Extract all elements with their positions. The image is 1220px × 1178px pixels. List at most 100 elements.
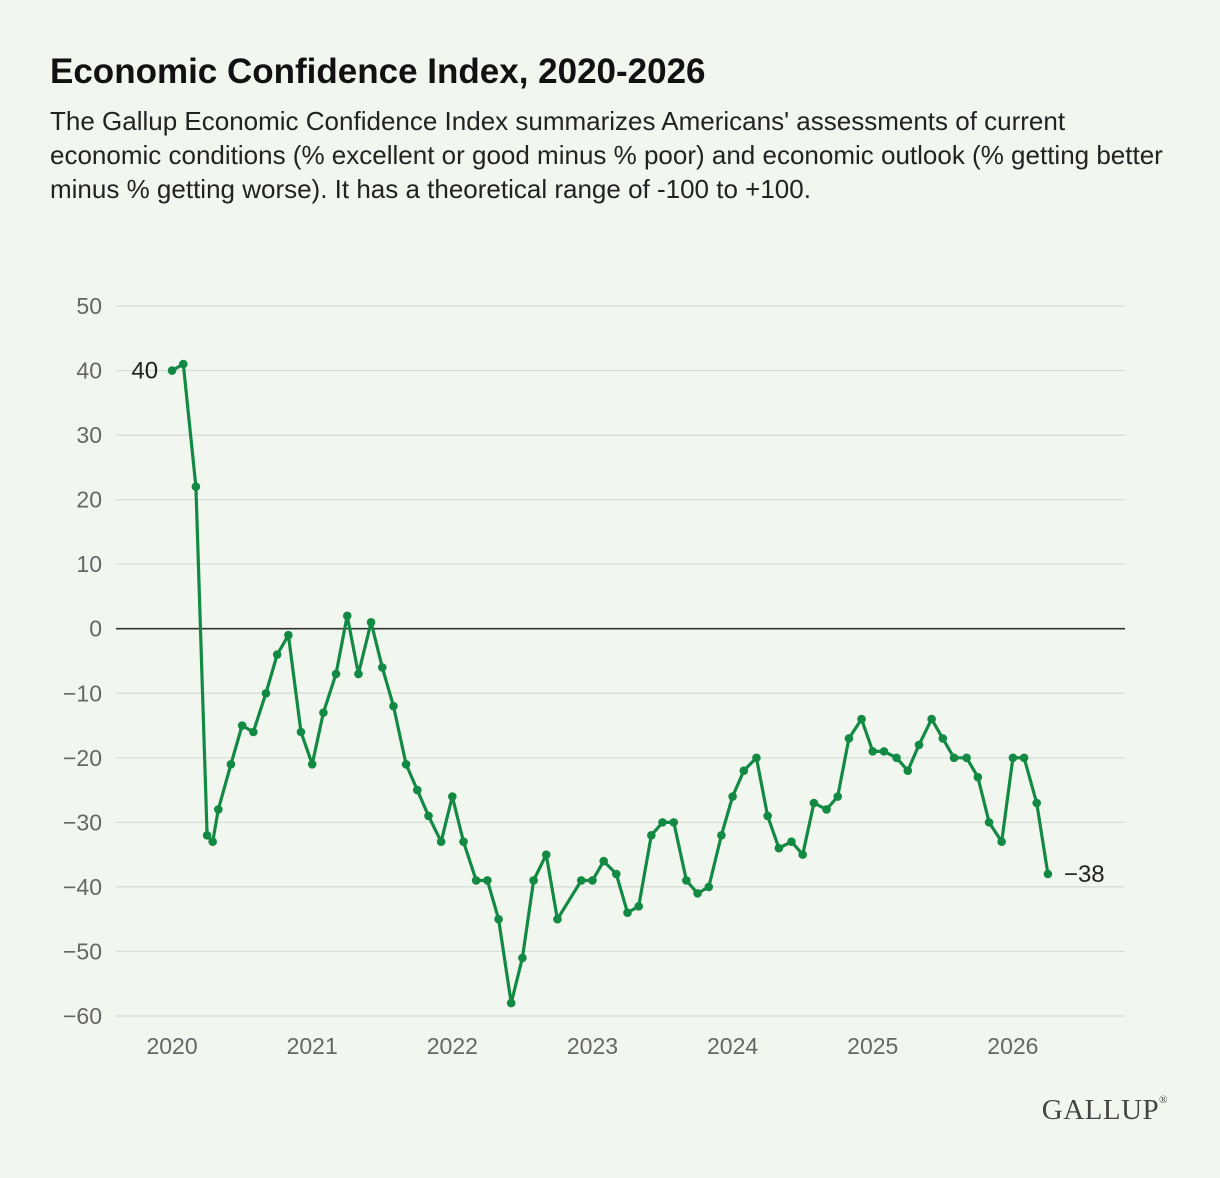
data-point xyxy=(658,818,667,827)
end-value-label: −38 xyxy=(1064,861,1105,888)
data-point xyxy=(272,650,282,659)
data-point xyxy=(576,876,586,885)
data-point xyxy=(202,830,212,840)
data-point xyxy=(903,766,913,776)
data-point xyxy=(787,837,796,847)
data-point xyxy=(448,792,457,801)
series-layer xyxy=(167,359,1053,1008)
data-point xyxy=(366,617,376,627)
data-point xyxy=(728,792,737,801)
data-point xyxy=(717,830,726,840)
data-point xyxy=(167,366,177,375)
data-point xyxy=(682,876,691,885)
data-point xyxy=(506,998,516,1008)
data-point xyxy=(226,759,236,769)
data-point xyxy=(389,701,398,711)
data-point xyxy=(774,843,784,853)
y-tick-label: −50 xyxy=(63,938,102,964)
data-point xyxy=(401,759,411,769)
data-point xyxy=(553,914,562,924)
y-tick-label: 0 xyxy=(89,616,102,642)
data-point xyxy=(471,876,481,885)
data-point xyxy=(879,747,889,756)
data-point xyxy=(208,837,217,847)
data-point xyxy=(892,753,901,763)
data-point xyxy=(191,482,201,492)
data-point xyxy=(459,837,468,847)
data-point xyxy=(494,914,503,924)
data-point xyxy=(669,818,679,827)
data-point xyxy=(319,708,328,717)
x-tick-label: 2022 xyxy=(427,1033,478,1059)
data-point xyxy=(588,876,597,885)
data-point xyxy=(214,805,223,814)
data-point xyxy=(822,805,831,814)
x-tick-label: 2020 xyxy=(146,1033,197,1059)
y-axis-ticks: 50 40 30 20 10 0 −10 −20 −30 −40 −50 −60 xyxy=(63,293,102,1029)
data-point xyxy=(249,727,258,737)
data-point xyxy=(857,714,866,724)
series-line xyxy=(170,362,1050,1005)
data-point xyxy=(541,850,551,859)
data-point xyxy=(647,830,656,840)
data-point xyxy=(1032,798,1042,808)
gallup-logo: GALLUP® xyxy=(1041,1094,1168,1126)
x-tick-label: 2021 xyxy=(287,1033,338,1059)
data-point xyxy=(809,798,819,808)
data-point xyxy=(178,359,188,369)
annotations-layer: 40 −38 xyxy=(131,358,1104,888)
y-tick-label: −40 xyxy=(63,874,102,900)
data-point xyxy=(693,889,702,898)
data-point xyxy=(237,721,247,730)
data-point xyxy=(331,669,341,679)
data-point xyxy=(377,663,387,672)
data-point xyxy=(261,688,271,698)
data-point xyxy=(1008,753,1018,763)
y-tick-label: 10 xyxy=(76,551,102,577)
data-point xyxy=(938,734,948,743)
data-point xyxy=(833,792,843,801)
data-point xyxy=(342,611,352,621)
data-point xyxy=(599,856,608,866)
data-point xyxy=(704,882,714,892)
y-tick-label: −60 xyxy=(63,1003,102,1029)
data-point xyxy=(611,869,621,879)
start-value-label: 40 xyxy=(131,358,158,385)
x-axis-ticks: 2020 2021 2022 2023 2024 2025 2026 xyxy=(146,1033,1038,1059)
x-tick-label: 2025 xyxy=(847,1033,898,1059)
data-point xyxy=(623,908,632,918)
y-tick-label: −10 xyxy=(63,680,102,706)
data-point xyxy=(307,759,317,769)
data-point xyxy=(296,727,306,737)
data-point xyxy=(483,876,492,885)
data-point xyxy=(973,772,983,782)
data-point xyxy=(412,785,422,795)
y-tick-label: −20 xyxy=(63,745,102,771)
data-point xyxy=(868,747,878,756)
chart-title: Economic Confidence Index, 2020-2026 xyxy=(50,52,706,91)
data-point xyxy=(354,669,363,679)
data-point xyxy=(798,850,807,859)
x-tick-label: 2026 xyxy=(987,1033,1038,1059)
data-point xyxy=(763,811,772,821)
data-point xyxy=(739,766,749,776)
gallup-logo-text: GALLUP xyxy=(1041,1094,1160,1126)
data-point xyxy=(949,753,959,763)
data-point xyxy=(529,876,538,885)
x-tick-label: 2024 xyxy=(707,1033,758,1059)
x-tick-label: 2023 xyxy=(567,1033,618,1059)
data-point xyxy=(984,818,994,827)
y-tick-label: 40 xyxy=(76,358,102,384)
chart-subtitle: The Gallup Economic Confidence Index sum… xyxy=(50,106,1163,204)
data-point xyxy=(962,753,971,763)
data-point xyxy=(997,837,1006,847)
grid-layer xyxy=(116,305,1125,1017)
data-point xyxy=(424,811,433,821)
y-tick-label: 30 xyxy=(76,422,102,448)
y-tick-label: 50 xyxy=(76,293,102,319)
y-tick-label: 20 xyxy=(76,487,102,513)
data-point xyxy=(914,740,924,750)
data-point xyxy=(284,630,293,640)
data-point xyxy=(752,753,761,763)
